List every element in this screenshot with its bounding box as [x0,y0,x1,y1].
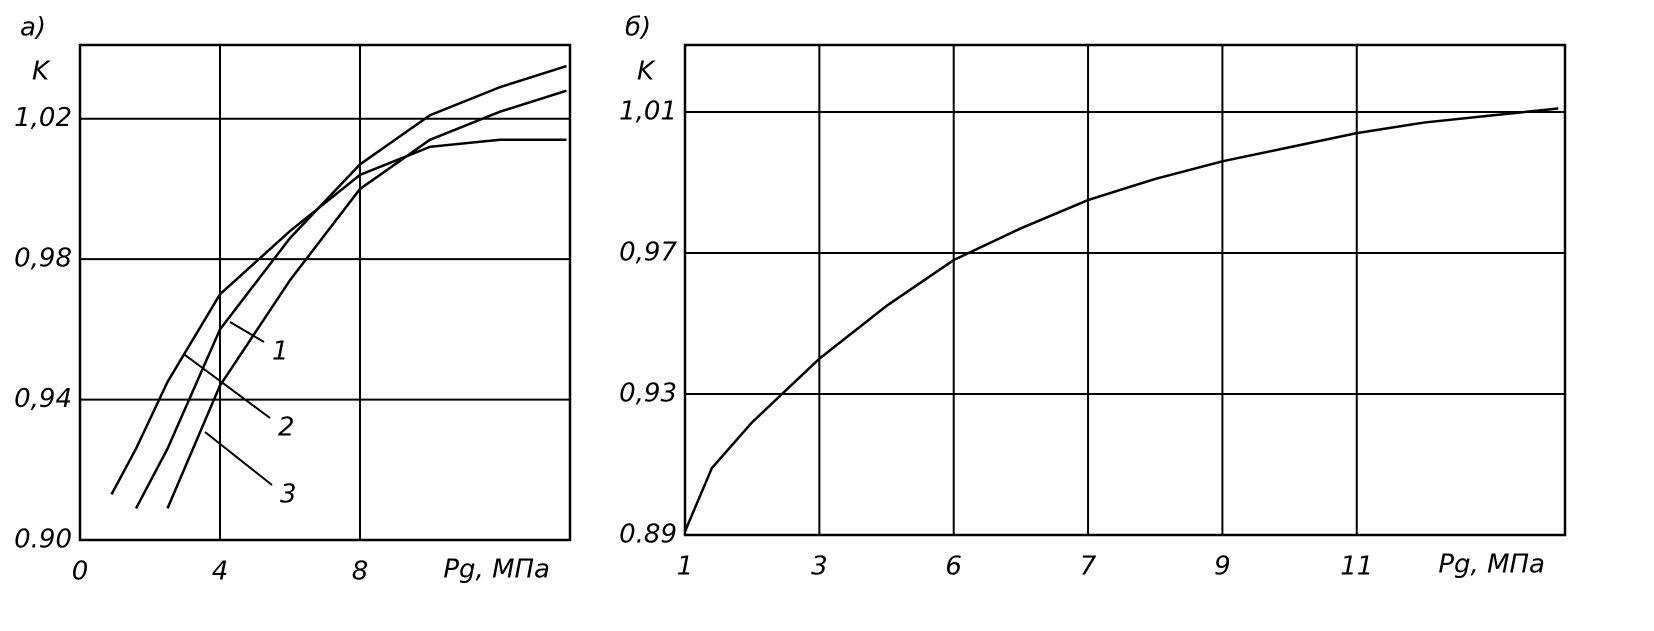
x-tick-label: 1 [677,552,694,582]
y-tick-label: 0.90 [14,525,72,555]
x-tick-label: 11 [1340,552,1373,582]
y-tick-label: 0,94 [14,384,72,414]
x-tick-label: 7 [1080,552,1097,582]
panel-label: а) [20,13,46,43]
x-tick-label: 3 [811,552,828,582]
series-label: 1 [272,337,289,367]
data-line [134,64,567,509]
x-axis-label: Pg, МПа [1438,550,1545,580]
series-label: 2 [278,413,295,443]
y-tick-label: 0,93 [619,378,677,408]
y-tick-label: 1,01 [619,96,677,126]
plot-frame [683,43,1567,537]
y-axis-label: K [32,57,51,87]
leader-line [204,431,273,486]
leader-line [229,321,265,343]
x-tick-label: 6 [945,552,962,582]
leader-line [184,354,271,419]
x-tick-label: 4 [212,557,229,587]
x-tick-label: 0 [72,557,89,587]
x-axis-label: Pg, МПа [443,555,550,585]
series-label: 3 [280,480,297,510]
y-axis-label: K [637,57,656,87]
y-tick-label: 0.89 [619,520,677,550]
panel-label: б) [625,13,651,43]
data-line [166,89,567,509]
y-tick-label: 0,97 [619,237,677,267]
y-tick-label: 1,02 [14,103,72,133]
x-tick-label: 8 [352,557,369,587]
y-tick-label: 0,98 [14,244,72,274]
data-line [683,107,1559,532]
data-line [110,138,567,495]
x-tick-label: 9 [1214,552,1231,582]
